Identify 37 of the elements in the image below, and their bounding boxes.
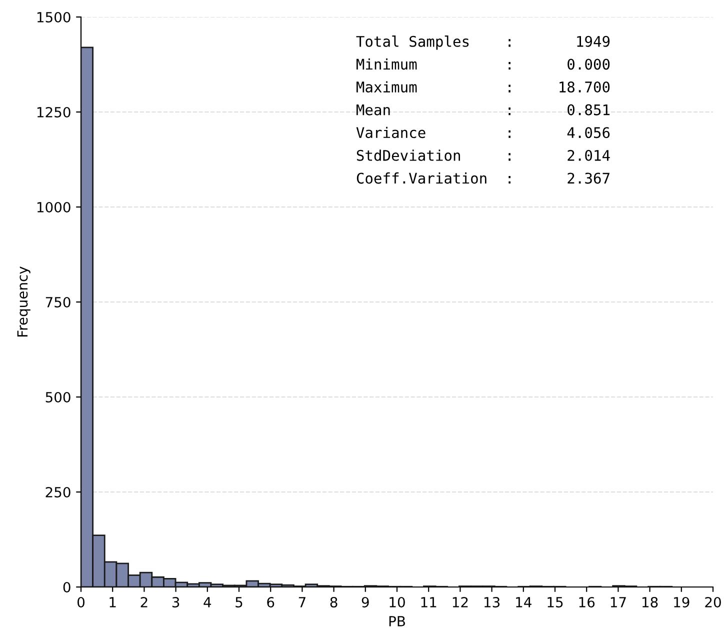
x-tick-label: 1: [110, 597, 116, 608]
y-tick-label: 1500: [37, 12, 70, 22]
x-tick-label: 17: [610, 597, 626, 608]
x-tick-label: 16: [579, 596, 595, 608]
x-tick-label: 7: [298, 597, 306, 608]
annotation: Mean : 0.851: [356, 104, 610, 116]
annotation: Maximum : 18.700: [356, 81, 610, 93]
x-tick-label: 3: [172, 596, 180, 608]
annotation: Minimum : 0.000: [356, 58, 610, 70]
x-tick-label: 5: [236, 597, 242, 608]
x-tick-label: 19: [674, 596, 690, 608]
x-tick-label: 13: [484, 596, 500, 608]
annotation: StdDeviation : 2.014: [356, 150, 610, 161]
x-tick-label: 18: [642, 596, 658, 608]
annotation: Variance : 4.056: [356, 126, 610, 138]
x-tick-label: 0: [77, 596, 84, 608]
annotation: Coeff.Variation : 2.367: [356, 172, 610, 184]
x-tick-label: 20: [705, 596, 721, 608]
x-axis-title: PB: [389, 616, 405, 626]
x-tick-label: 11: [421, 597, 436, 608]
y-tick-label: 500: [46, 392, 70, 402]
y-axis-title: Frequency: [17, 266, 30, 337]
annotation: Total Samples : 1949: [356, 36, 610, 50]
x-tick-label: 6: [267, 596, 274, 608]
y-tick-label: 0: [63, 582, 70, 592]
y-tick-label: 1250: [37, 106, 70, 118]
x-tick-label: 12: [452, 596, 468, 608]
y-tick-label: 750: [46, 296, 70, 308]
x-tick-label: 10: [390, 596, 405, 608]
x-tick-label: 8: [330, 596, 338, 608]
y-tick-label: 1000: [37, 202, 70, 212]
x-tick-label: 4: [204, 597, 212, 608]
x-tick-label: 14: [516, 597, 532, 608]
x-tick-label: 15: [548, 597, 563, 608]
x-tick-label: 2: [140, 596, 148, 608]
x-tick-label: 9: [362, 596, 369, 608]
y-tick-label: 250: [46, 486, 70, 498]
